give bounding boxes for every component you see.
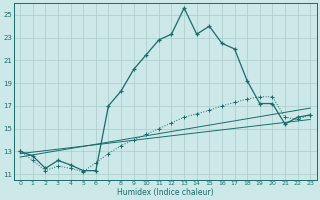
X-axis label: Humidex (Indice chaleur): Humidex (Indice chaleur): [117, 188, 213, 197]
